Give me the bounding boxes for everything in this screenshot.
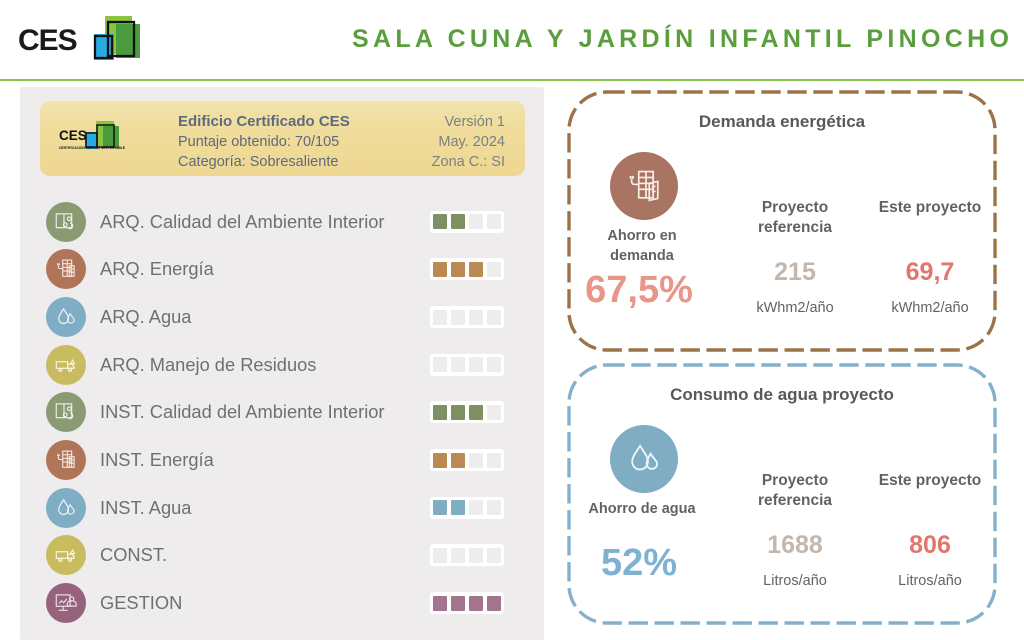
svg-text:CERTIFICACIÓN EDIFICIO SUSTENT: CERTIFICACIÓN EDIFICIO SUSTENTABLE: [59, 145, 126, 150]
svg-text:CES: CES: [59, 128, 87, 143]
